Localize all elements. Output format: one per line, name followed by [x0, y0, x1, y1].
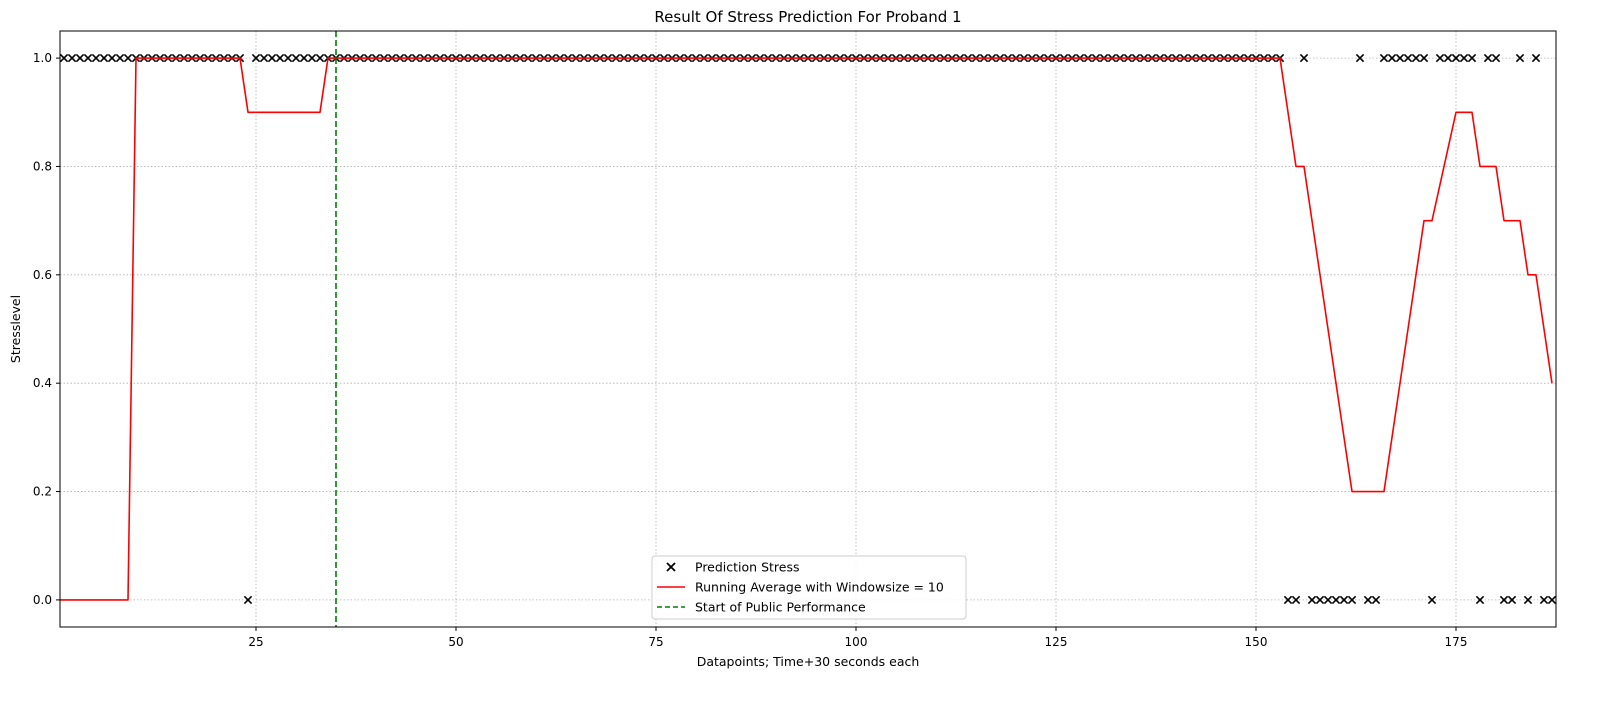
- y-tick-label: 0.6: [33, 268, 52, 282]
- prediction-stress-point: [75, 53, 85, 63]
- prediction-stress-point: [83, 53, 93, 63]
- legend-entry-label: Prediction Stress: [695, 560, 800, 575]
- prediction-stress-point: [1483, 53, 1493, 63]
- prediction-stress-point: [315, 53, 325, 63]
- x-tick-label: 125: [1045, 635, 1068, 649]
- x-axis-title: Datapoints; Time+30 seconds each: [697, 654, 920, 669]
- prediction-stress-point: [1539, 595, 1549, 605]
- prediction-stress-point: [275, 53, 285, 63]
- prediction-stress-point: [1435, 53, 1445, 63]
- prediction-stress-point: [1347, 595, 1357, 605]
- prediction-stress-point: [1307, 595, 1317, 605]
- prediction-stress-point: [267, 53, 277, 63]
- y-tick-label: 0.0: [33, 593, 52, 607]
- y-tick-label: 0.8: [33, 159, 52, 173]
- prediction-stress-point: [1499, 595, 1509, 605]
- prediction-stress-point: [107, 53, 117, 63]
- prediction-stress-point: [299, 53, 309, 63]
- legend-entry-label: Start of Public Performance: [695, 600, 866, 615]
- prediction-stress-point: [307, 53, 317, 63]
- prediction-stress-point: [1507, 595, 1517, 605]
- chart-title: Result Of Stress Prediction For Proband …: [654, 8, 961, 26]
- prediction-stress-point: [1395, 53, 1405, 63]
- prediction-stress-point: [1339, 595, 1349, 605]
- running-average-line: [60, 57, 1553, 601]
- prediction-stress-point: [1467, 53, 1477, 63]
- prediction-stress-point: [1299, 53, 1309, 63]
- prediction-stress-point: [1403, 53, 1413, 63]
- x-tick-label: 50: [448, 635, 463, 649]
- legend-x-marker-icon: [666, 562, 676, 572]
- prediction-stress-point: [1371, 595, 1381, 605]
- legend-entry-label: Running Average with Windowsize = 10: [695, 580, 944, 595]
- plot-area-frame: [59, 30, 1557, 628]
- y-axis-title: Stresslevel: [8, 295, 23, 363]
- prediction-stress-point: [115, 53, 125, 63]
- grid-layer: [60, 31, 1556, 627]
- prediction-stress-point: [1419, 53, 1429, 63]
- prediction-stress-point: [1491, 53, 1501, 63]
- legend: Prediction Stress Running Average with Wi…: [651, 555, 967, 620]
- prediction-stress-point: [60, 53, 69, 63]
- prediction-stress-point: [1283, 595, 1293, 605]
- prediction-stress-point: [1459, 53, 1469, 63]
- prediction-stress-point: [1291, 595, 1301, 605]
- prediction-stress-point: [251, 53, 261, 63]
- prediction-stress-point: [1451, 53, 1461, 63]
- prediction-stress-point: [1531, 53, 1541, 63]
- x-tick-label: 75: [648, 635, 663, 649]
- x-tick-label: 100: [845, 635, 868, 649]
- prediction-stress-point: [99, 53, 109, 63]
- prediction-stress-point: [91, 53, 101, 63]
- prediction-stress-point: [1355, 53, 1365, 63]
- x-tick-label: 25: [248, 635, 263, 649]
- prediction-stress-point: [1379, 53, 1389, 63]
- prediction-stress-point: [123, 53, 133, 63]
- prediction-stress-point: [1547, 595, 1556, 605]
- tick-layer: 25 50 75 100 125 150 175 0.0 0.2 0.4 0.6 0.8 1.0: [33, 51, 1468, 649]
- prediction-stress-point: [1363, 595, 1373, 605]
- prediction-stress-point: [1387, 53, 1397, 63]
- y-tick-label: 0.2: [33, 485, 52, 499]
- prediction-stress-point: [1443, 53, 1453, 63]
- prediction-stress-point: [259, 53, 269, 63]
- prediction-stress-point: [1323, 595, 1333, 605]
- prediction-stress-point: [283, 53, 293, 63]
- y-tick-label: 1.0: [33, 51, 52, 65]
- x-tick-label: 175: [1445, 635, 1468, 649]
- prediction-stress-point: [1315, 595, 1325, 605]
- prediction-stress-point: [1427, 595, 1437, 605]
- prediction-stress-point: [1475, 595, 1485, 605]
- prediction-stress-point: [243, 595, 253, 605]
- prediction-stress-point: [291, 53, 301, 63]
- x-tick-label: 150: [1245, 635, 1268, 649]
- prediction-stress-point: [1331, 595, 1341, 605]
- prediction-stress-point: [1515, 53, 1525, 63]
- data-layer: [60, 31, 1556, 627]
- y-tick-label: 0.4: [33, 376, 52, 390]
- prediction-stress-point: [67, 53, 77, 63]
- prediction-stress-point: [1411, 53, 1421, 63]
- legend-box: [651, 555, 967, 620]
- prediction-stress-point: [1523, 595, 1533, 605]
